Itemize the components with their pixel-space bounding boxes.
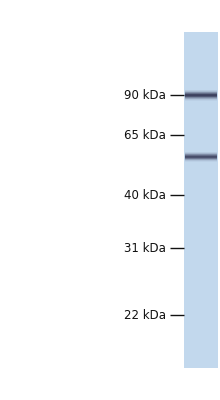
Text: 31 kDa: 31 kDa [124,242,166,254]
Bar [184,32,218,368]
Text: 22 kDa: 22 kDa [124,309,166,322]
Text: 90 kDa: 90 kDa [124,89,166,102]
Text: 40 kDa: 40 kDa [124,189,166,202]
Text: 65 kDa: 65 kDa [124,129,166,142]
